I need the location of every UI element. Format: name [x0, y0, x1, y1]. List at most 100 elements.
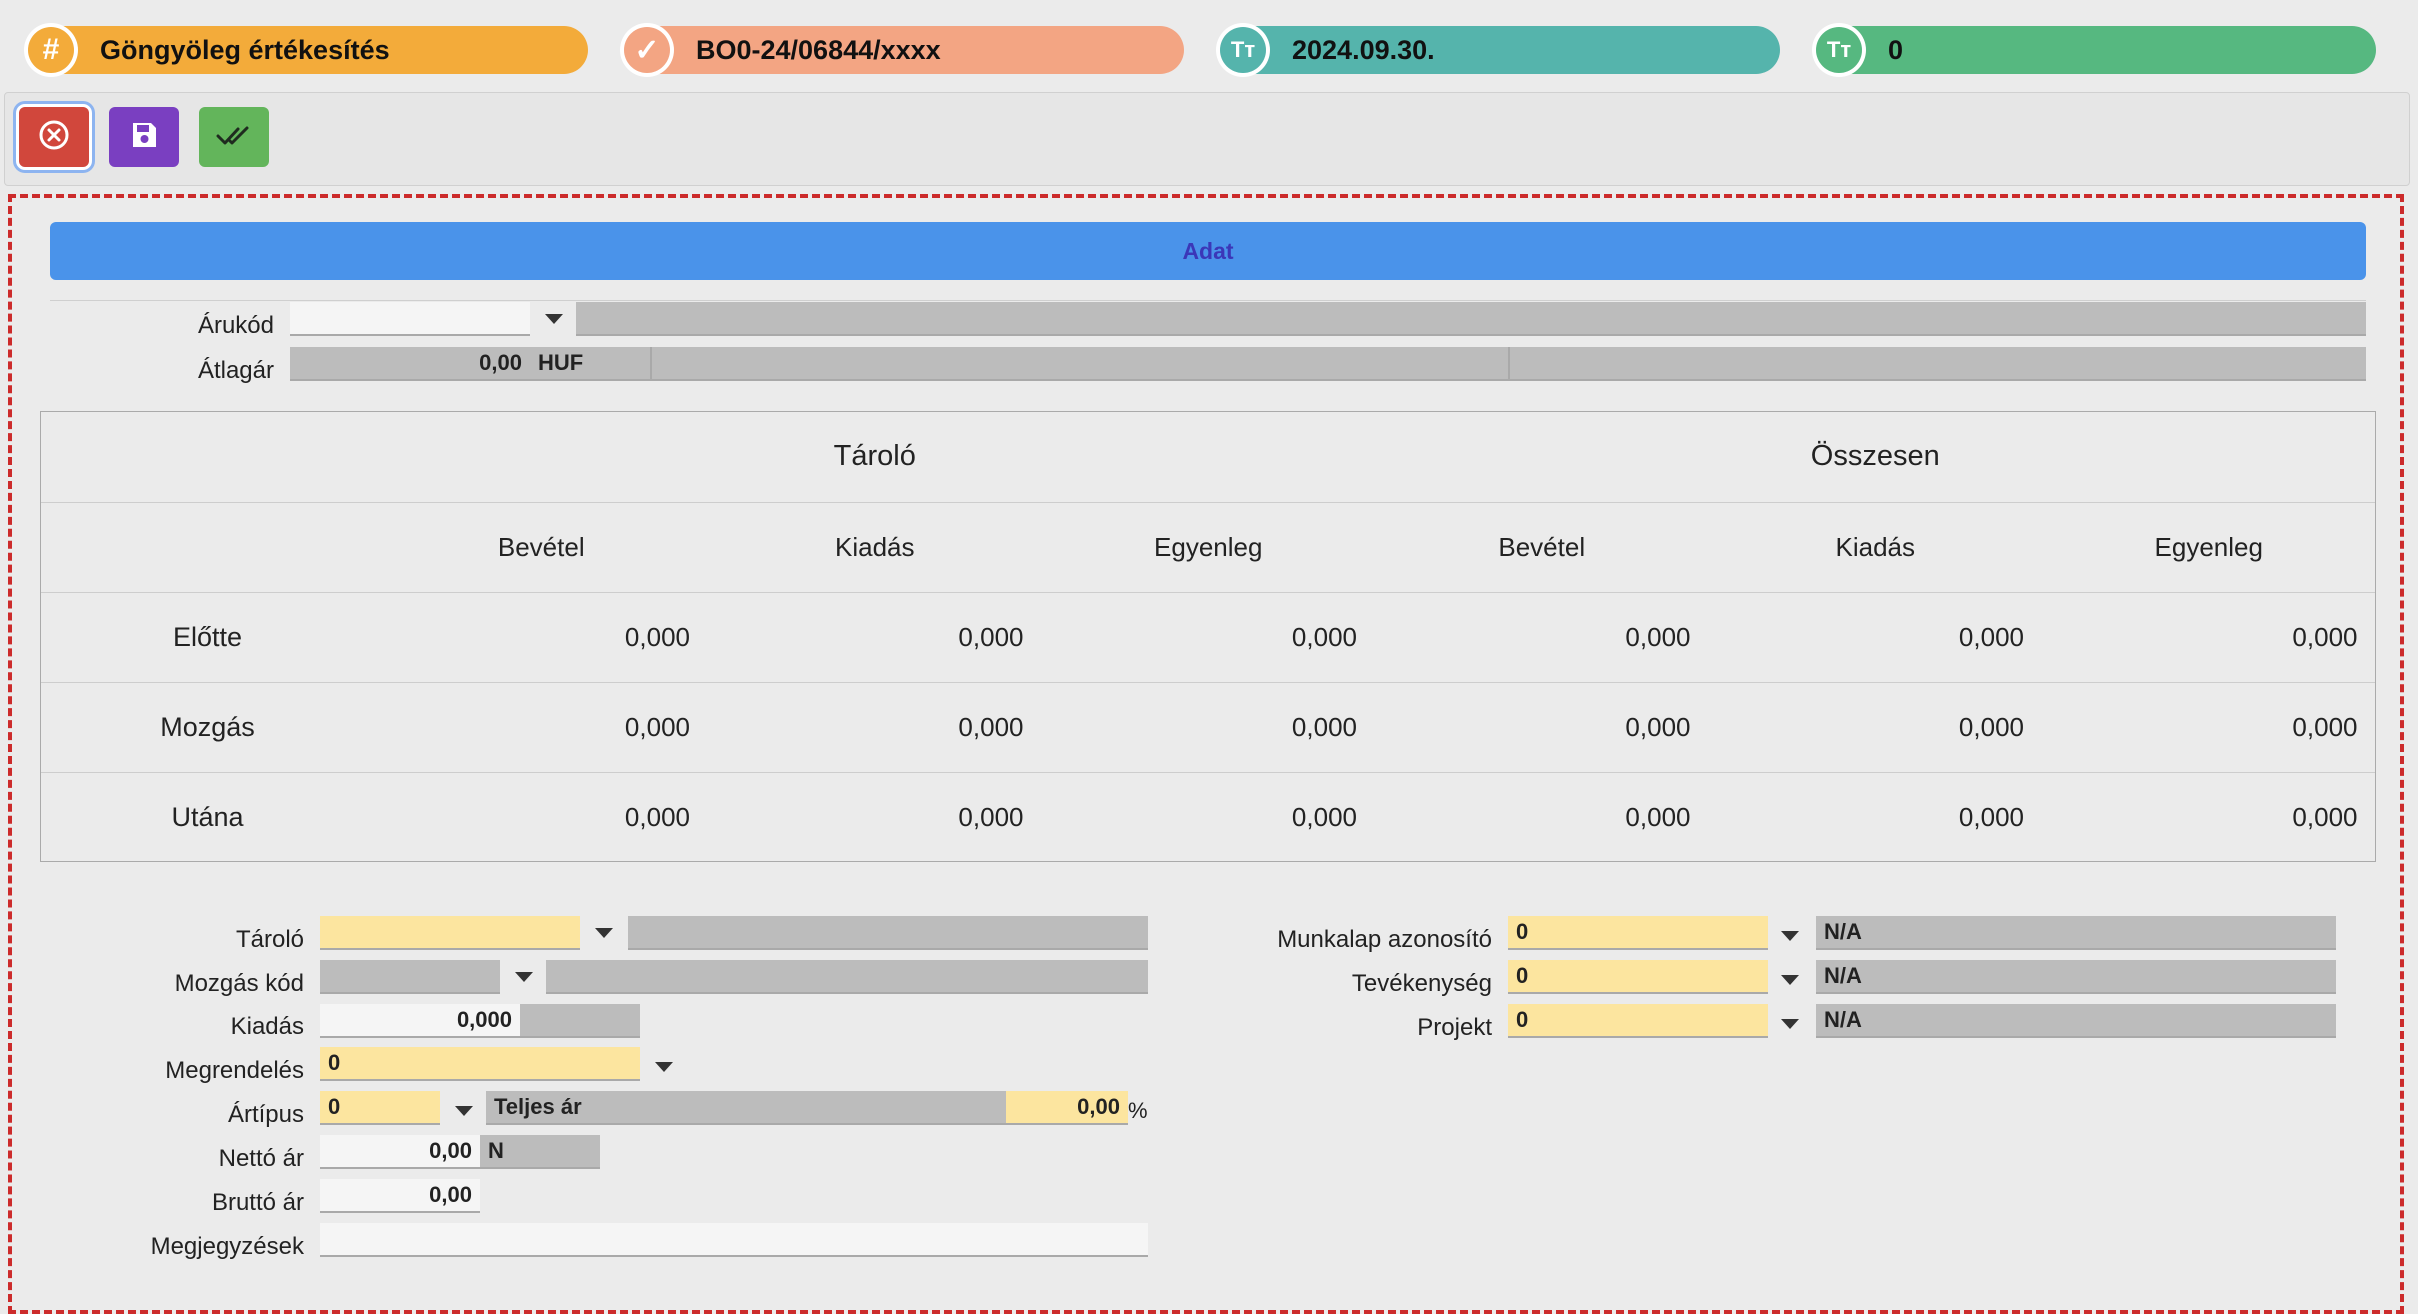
- mozgas-kod-dropdown-button[interactable]: [504, 960, 544, 994]
- arukod-name-field: [576, 302, 2366, 336]
- grid-column-header: Bevétel: [497, 532, 585, 562]
- chevron-down-icon: [455, 1106, 473, 1116]
- brutto-ar-input[interactable]: 0,00: [320, 1179, 480, 1213]
- close-circle-icon: [38, 119, 70, 156]
- projekt-label: Projekt: [1417, 1014, 1492, 1041]
- atlagar-extra-field: [650, 347, 1508, 381]
- chevron-down-icon: [1781, 1019, 1799, 1029]
- munkalap-dropdown-button[interactable]: [1770, 919, 1810, 953]
- netto-ar-input[interactable]: 0,00: [320, 1135, 480, 1169]
- hash-icon: #: [24, 23, 78, 77]
- percent-sign: %: [1128, 1098, 1148, 1123]
- text-type-icon: Tт: [1216, 23, 1270, 77]
- grid-cell: 0,000: [958, 802, 1024, 832]
- kiadas-label: Kiadás: [230, 1013, 304, 1040]
- header-pill-2: Tт 2024.09.30.: [1216, 23, 1780, 77]
- chevron-down-icon: [1781, 931, 1799, 941]
- save-button[interactable]: [109, 107, 179, 167]
- tarolo-label: Tároló: [235, 926, 304, 953]
- projekt-name-field: N/A: [1816, 1004, 2336, 1038]
- projekt-dropdown-button[interactable]: [1770, 1007, 1810, 1041]
- grid-cell: 0,000: [624, 712, 690, 742]
- arukod-dropdown-button[interactable]: [534, 302, 574, 336]
- chevron-down-icon: [515, 972, 533, 982]
- tevekenyseg-dropdown-button[interactable]: [1770, 963, 1810, 997]
- grid-column-header: Kiadás: [1835, 532, 1916, 562]
- grid-group-header: Tároló: [833, 440, 916, 472]
- chevron-down-icon: [595, 928, 613, 938]
- text-type-icon: Tт: [1812, 23, 1866, 77]
- megrendeles-input[interactable]: 0: [320, 1047, 640, 1081]
- tarolo-name-field: [628, 916, 1148, 950]
- megjegyzesek-input[interactable]: [320, 1223, 1148, 1257]
- grid-column-header: Egyenleg: [1154, 532, 1263, 562]
- grid-cell: 0,000: [958, 622, 1024, 652]
- artipus-input[interactable]: 0: [320, 1091, 440, 1125]
- grid-cell: 0,000: [624, 622, 690, 652]
- arukod-label: Árukód: [197, 312, 274, 339]
- megrendeles-label: Megrendelés: [165, 1057, 304, 1084]
- grid-cell: 0,000: [1291, 802, 1357, 832]
- kiadas-input[interactable]: 0,000: [320, 1004, 520, 1038]
- divider: [50, 300, 2366, 301]
- toolbar: [4, 92, 2410, 186]
- approve-button[interactable]: [199, 107, 269, 167]
- badge-check-icon: ✓: [620, 23, 674, 77]
- chevron-down-icon: [655, 1062, 673, 1072]
- stock-grid: Tároló Összesen Bevétel Kiadás Egyenleg Bevét…: [40, 411, 2376, 862]
- tarolo-dropdown-button[interactable]: [584, 916, 624, 950]
- floppy-disk-icon: [128, 119, 160, 156]
- grid-cell: 0,000: [2292, 802, 2358, 832]
- atlagar-label: Átlagár: [197, 357, 274, 384]
- header-pill-text: Göngyöleg értékesítés: [100, 34, 390, 65]
- mozgas-kod-label: Mozgás kód: [174, 970, 304, 997]
- header-pill-1: ✓ BO0-24/06844/xxxx: [620, 23, 1184, 77]
- grid-column-header: Bevétel: [1498, 532, 1586, 562]
- tevekenyseg-name-field: N/A: [1816, 960, 2336, 994]
- grid-cell: 0,000: [1958, 712, 2024, 742]
- artipus-percent-input[interactable]: 0,00: [1006, 1091, 1128, 1125]
- brutto-ar-label: Bruttó ár: [211, 1189, 304, 1216]
- megjegyzesek-label: Megjegyzések: [150, 1233, 304, 1260]
- mozgas-kod-input[interactable]: [320, 960, 500, 994]
- grid-row-label: Utána: [171, 802, 244, 832]
- grid-group-header: Összesen: [1810, 440, 1940, 472]
- munkalap-name-field: N/A: [1816, 916, 2336, 950]
- cancel-button[interactable]: [19, 107, 89, 167]
- munkalap-azonosito-label: Munkalap azonosító: [1277, 926, 1492, 953]
- mozgas-kod-name-field: [546, 960, 1148, 994]
- header-pill-3: Tт 0: [1812, 23, 2376, 77]
- artipus-label: Ártípus: [227, 1101, 304, 1128]
- grid-row-label: Mozgás: [160, 712, 255, 742]
- grid-row-label: Előtte: [172, 622, 243, 652]
- grid-cell: 0,000: [1625, 712, 1691, 742]
- double-check-icon: [214, 119, 254, 156]
- tevekenyseg-label: Tevékenység: [1351, 970, 1492, 997]
- megrendeles-dropdown-button[interactable]: [644, 1050, 684, 1084]
- grid-cell: 0,000: [1625, 802, 1691, 832]
- grid-cell: 0,000: [624, 802, 690, 832]
- section-title: Adat: [1182, 237, 1234, 264]
- grid-cell: 0,000: [1625, 622, 1691, 652]
- atlagar-extra-field-2: [1508, 347, 2366, 381]
- header-pill-0: # Göngyöleg értékesítés: [24, 23, 588, 77]
- artipus-dropdown-button[interactable]: [444, 1094, 484, 1128]
- artipus-name-field: Teljes ár: [486, 1091, 1006, 1125]
- grid-cell: 0,000: [2292, 622, 2358, 652]
- netto-ar-unit: N: [480, 1135, 600, 1169]
- netto-ar-label: Nettó ár: [218, 1145, 304, 1172]
- arukod-input[interactable]: [290, 302, 530, 336]
- projekt-input[interactable]: 0: [1508, 1004, 1768, 1038]
- tarolo-input[interactable]: [320, 916, 580, 950]
- header-pill-text: 0: [1888, 34, 1904, 65]
- tevekenyseg-input[interactable]: 0: [1508, 960, 1768, 994]
- kiadas-unit-field: [520, 1004, 640, 1038]
- munkalap-azonosito-input[interactable]: 0: [1508, 916, 1768, 950]
- chevron-down-icon: [1781, 975, 1799, 985]
- grid-cell: 0,000: [1291, 712, 1357, 742]
- grid-cell: 0,000: [1291, 622, 1357, 652]
- atlagar-value: 0,00: [290, 347, 530, 381]
- grid-column-header: Egyenleg: [2154, 532, 2263, 562]
- header-pill-text: 2024.09.30.: [1292, 34, 1435, 65]
- section-title-bar[interactable]: Adat: [50, 222, 2366, 280]
